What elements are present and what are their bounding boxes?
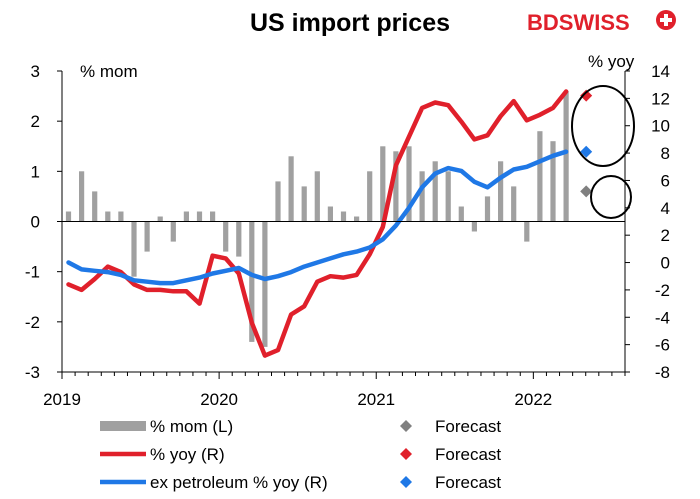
brand-logo: BDSWISS — [527, 10, 676, 35]
legend-label: ex petroleum % yoy (R) — [150, 473, 328, 492]
legend-swatch-diamond — [400, 448, 412, 460]
right-axis-label: % yoy — [588, 52, 635, 71]
bar-mom-2019-01 — [65, 211, 72, 222]
bar-mom-2019-07 — [144, 221, 150, 252]
bar-mom-2019-10 — [183, 211, 189, 222]
forecast-markers — [580, 89, 593, 198]
bar-mom-2021-09 — [484, 196, 491, 222]
right-tick-label: -2 — [655, 281, 670, 300]
bar-mom-2020-01 — [223, 221, 229, 252]
bar-mom-2021-12 — [524, 221, 530, 242]
legend-label: % yoy (R) — [150, 445, 225, 464]
bar-mom-2020-10 — [340, 211, 347, 222]
bar-mom-2021-07 — [458, 206, 464, 222]
left-tick-label: 2 — [31, 112, 40, 131]
chart-title: US import prices — [250, 9, 450, 37]
left-tick-label: -3 — [25, 363, 40, 382]
bar-mom-2021-11 — [511, 186, 517, 222]
left-tick-label: 3 — [31, 62, 40, 81]
forecast-diamond-2 — [580, 145, 593, 158]
bar-mom-2019-02 — [79, 171, 85, 222]
forecast-diamond-0 — [580, 185, 593, 198]
bar-mom-2022-03 — [563, 91, 569, 222]
bar-mom-2020-05 — [275, 181, 281, 222]
line-ex-petroleum-yoy — [66, 149, 569, 286]
left-tick-label: -2 — [25, 313, 40, 332]
left-tick-label: -1 — [25, 263, 40, 282]
svg-text:BDSWISS: BDSWISS — [527, 10, 630, 35]
bar-mom-2020-11 — [354, 216, 360, 222]
bar-mom-2019-05 — [118, 211, 124, 222]
forecast-diamond-1 — [580, 89, 593, 102]
bar-mom-2019-08 — [157, 216, 163, 222]
bar-mom-2019-12 — [210, 211, 216, 222]
x-tick-label: 2019 — [43, 390, 81, 409]
line-series — [66, 89, 569, 358]
legend-swatch-diamond — [400, 420, 412, 432]
x-tick-label: 2020 — [200, 390, 238, 409]
bar-mom-2021-04 — [419, 171, 425, 222]
bar-mom-2022-01 — [537, 131, 543, 222]
legend-swatch-diamond — [400, 476, 412, 488]
swiss-cross-icon — [656, 10, 676, 30]
legend: % mom (L) Forecast % yoy (R) Forecast ex pet… — [100, 417, 501, 492]
bar-mom-2019-09 — [170, 221, 176, 242]
x-tick-label: 2021 — [357, 390, 395, 409]
brand-text-swiss: SWISS — [559, 10, 630, 35]
bar-mom-2019-04 — [105, 211, 111, 222]
bar-mom-2020-04 — [262, 221, 268, 347]
legend-label: Forecast — [435, 473, 501, 492]
left-tick-label: 0 — [31, 213, 40, 232]
right-tick-label: 12 — [651, 89, 670, 108]
bar-mom-2019-11 — [196, 211, 203, 222]
left-tick-label: 1 — [31, 162, 40, 181]
bar-mom-2021-01 — [380, 146, 386, 222]
bar-mom-2020-07 — [301, 186, 307, 222]
bar-mom-2021-10 — [498, 161, 504, 222]
bar-mom-2020-03 — [249, 221, 255, 342]
bar-series-mom — [65, 91, 569, 347]
legend-label: Forecast — [435, 417, 501, 436]
bar-mom-2021-03 — [406, 146, 412, 222]
right-tick-label: 6 — [661, 171, 670, 190]
bar-mom-2021-08 — [471, 221, 477, 232]
line-yoy — [66, 89, 569, 358]
bar-mom-2019-03 — [92, 191, 98, 222]
right-tick-label: 14 — [651, 62, 670, 81]
right-tick-label: 4 — [661, 199, 670, 218]
x-tick-label: 2022 — [514, 390, 552, 409]
right-tick-label: 8 — [661, 144, 670, 163]
bar-mom-2020-02 — [236, 221, 242, 257]
bar-mom-2022-02 — [550, 141, 556, 222]
right-tick-label: 10 — [651, 117, 670, 136]
bar-mom-2020-09 — [327, 206, 333, 222]
bar-mom-2020-08 — [314, 171, 320, 222]
brand-text-bd: BD — [527, 10, 559, 35]
right-tick-label: -4 — [655, 308, 670, 327]
right-tick-label: -8 — [655, 363, 670, 382]
legend-label: Forecast — [435, 445, 501, 464]
right-tick-label: 0 — [661, 254, 670, 273]
bar-mom-2021-05 — [432, 161, 438, 222]
right-tick-label: 2 — [661, 226, 670, 245]
bar-mom-2021-06 — [445, 171, 451, 222]
bar-mom-2021-02 — [393, 151, 399, 222]
forecast-highlight-circle-yoy — [571, 85, 635, 167]
forecast-highlight-circle-mom — [590, 175, 632, 219]
legend-label: % mom (L) — [150, 417, 233, 436]
bar-mom-2019-06 — [131, 221, 137, 277]
left-axis-label: % mom — [80, 62, 138, 81]
bar-mom-2020-12 — [367, 171, 373, 222]
right-tick-label: -6 — [655, 336, 670, 355]
bar-mom-2020-06 — [288, 156, 294, 222]
legend-swatch-bar — [100, 421, 146, 431]
